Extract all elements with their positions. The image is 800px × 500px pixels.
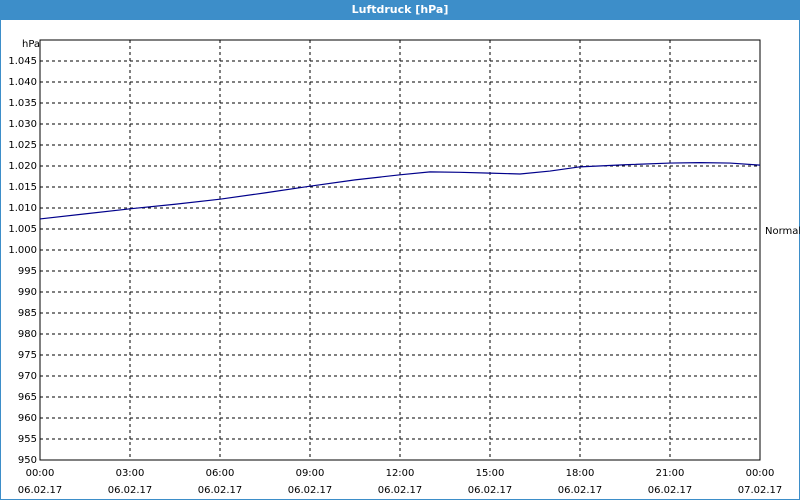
y-axis-label: hPa bbox=[22, 39, 40, 50]
y-tick-label: 1.025 bbox=[8, 140, 37, 151]
y-tick-label: 980 bbox=[18, 329, 37, 340]
x-tick-date: 06.02.17 bbox=[288, 485, 333, 496]
x-tick-label: 00:00 bbox=[746, 468, 775, 479]
chart-title: Luftdruck [hPa] bbox=[352, 3, 449, 16]
x-tick-label: 00:00 bbox=[26, 468, 55, 479]
y-tick-label: 960 bbox=[18, 413, 37, 424]
x-tick-date: 06.02.17 bbox=[378, 485, 423, 496]
y-tick-label: 995 bbox=[18, 266, 37, 277]
x-tick-date: 07.02.17 bbox=[738, 485, 783, 496]
x-tick-date: 06.02.17 bbox=[648, 485, 693, 496]
title-bar bbox=[0, 0, 800, 19]
x-tick-label: 03:00 bbox=[116, 468, 145, 479]
x-tick-date: 06.02.17 bbox=[468, 485, 513, 496]
y-tick-label: 1.000 bbox=[8, 245, 37, 256]
line bbox=[39, 162, 761, 220]
y-tick-label: 965 bbox=[18, 392, 37, 403]
x-tick-date: 06.02.17 bbox=[18, 485, 63, 496]
y-tick-label: 1.015 bbox=[8, 182, 37, 193]
x-tick-date: 06.02.17 bbox=[198, 485, 243, 496]
y-tick-label: 990 bbox=[18, 287, 37, 298]
y-tick-label: 1.010 bbox=[8, 203, 37, 214]
plot-border bbox=[39, 39, 761, 461]
y-tick-label: 975 bbox=[18, 350, 37, 361]
x-tick-date: 06.02.17 bbox=[558, 485, 603, 496]
y-tick-label: 1.030 bbox=[8, 119, 37, 130]
x-tick-label: 09:00 bbox=[296, 468, 325, 479]
x-tick-label: 21:00 bbox=[656, 468, 685, 479]
y-tick-label: 1.045 bbox=[8, 56, 37, 67]
x-tick-date: 06.02.17 bbox=[108, 485, 153, 496]
annotation: Normal bbox=[765, 226, 800, 237]
y-tick-label: 950 bbox=[18, 455, 37, 466]
y-tick-label: 1.040 bbox=[8, 77, 37, 88]
y-tick-label: 985 bbox=[18, 308, 37, 319]
y-tick-label: 1.035 bbox=[8, 98, 37, 109]
y-tick-label: 1.005 bbox=[8, 224, 37, 235]
y-tick-label: 1.020 bbox=[8, 161, 37, 172]
x-tick-label: 06:00 bbox=[206, 468, 235, 479]
x-tick-label: 15:00 bbox=[476, 468, 505, 479]
x-tick-label: 18:00 bbox=[566, 468, 595, 479]
y-tick-label: 970 bbox=[18, 371, 37, 382]
y-tick-label: 955 bbox=[18, 434, 37, 445]
x-tick-label: 12:00 bbox=[386, 468, 415, 479]
